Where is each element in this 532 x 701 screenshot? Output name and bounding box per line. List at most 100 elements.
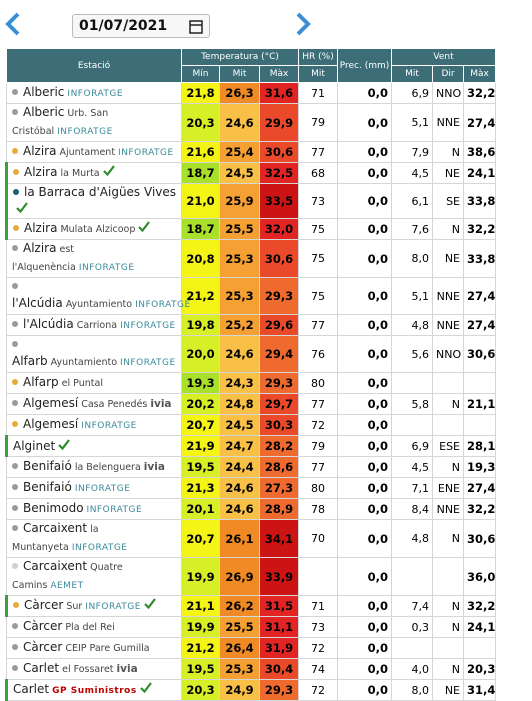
- station-row: Alberic Urb. San Cristóbal INFORATGE 20,3 24…: [6, 103, 497, 142]
- station-place: Pla del Rei: [65, 622, 115, 633]
- value-cell: 29,3: [258, 372, 300, 394]
- value-cell: 27,4: [463, 277, 497, 315]
- station-name: l'Alcúdia: [23, 316, 74, 331]
- value-cell: 32,0: [258, 218, 300, 240]
- value-cell: 0,0: [337, 595, 393, 617]
- calendar-icon[interactable]: [189, 19, 203, 34]
- value-cell: 8,0: [391, 239, 434, 278]
- provider-tag: INFORATGE: [135, 300, 191, 310]
- value-cell: 31,5: [258, 595, 300, 617]
- provider-tag: ivia: [150, 398, 172, 410]
- status-dot: [12, 88, 18, 95]
- station-row: Algemesí Casa Penedés ivia 20,2 24,8 29,7 77 0,…: [6, 393, 497, 415]
- value-cell: 31,9: [258, 637, 300, 659]
- page: 01/07/2021 Estació Temperatura (°C) HR (…: [4, 12, 497, 701]
- station-row: Alzira la Murta 18,7 24,5 32,5 68 0,0 4,5 NE 24,1: [5, 162, 497, 184]
- value-cell: 24,6: [219, 477, 260, 499]
- value-cell: 79: [298, 435, 339, 457]
- value-cell: ESE: [432, 435, 465, 457]
- station-cell: Càrcer Sur INFORATGE: [5, 595, 182, 617]
- station-name: Alginet: [13, 438, 56, 453]
- value-cell: 70: [298, 519, 339, 558]
- value-cell: 29,4: [258, 335, 300, 373]
- status-dot: [12, 563, 18, 569]
- station-cell: l'Alcúdia Carriona INFORATGE: [6, 314, 182, 336]
- value-cell: 24,9: [219, 679, 260, 701]
- station-name: Carcaixent: [23, 521, 88, 535]
- header-cell: Temperatura (°C): [180, 48, 300, 66]
- station-row: Alfarp el Puntal 19,3 24,3 29,3 80 0,0: [6, 372, 497, 394]
- header-cell[interactable]: Estació: [6, 48, 182, 83]
- provider-tag: INFORATGE: [86, 504, 143, 515]
- value-cell: 31,4: [463, 679, 497, 701]
- station-row: Carcaixent Quatre Camins AEMET 19,9 26,9 33,9…: [6, 557, 497, 596]
- value-cell: N: [432, 393, 465, 415]
- value-cell: 18,7: [181, 218, 220, 240]
- value-cell: 20,2: [181, 393, 220, 415]
- header-cell[interactable]: Dir: [432, 65, 465, 83]
- value-cell: 77: [298, 456, 339, 478]
- header-cell[interactable]: Prec. (mm): [337, 48, 393, 83]
- station-place: est l'Alquenència: [12, 244, 76, 273]
- header-cell[interactable]: Mín: [181, 65, 220, 83]
- station-cell: Alzira Ajuntament INFORATGE: [6, 141, 182, 163]
- value-cell: 0,0: [337, 456, 393, 478]
- value-cell: 27,4: [463, 477, 497, 499]
- provider-tag: ivia: [116, 663, 138, 675]
- value-cell: 5,1: [391, 103, 434, 142]
- station-cell: Alberic Urb. San Cristóbal INFORATGE: [6, 103, 182, 142]
- value-cell: [463, 372, 497, 394]
- station-name: Càrcer: [24, 597, 64, 612]
- value-cell: 30,6: [258, 239, 300, 278]
- value-cell: 20,1: [181, 498, 220, 520]
- station-row: Carcaixent la Muntanyeta INFORATGE 20,7 26,1…: [6, 519, 497, 558]
- station-name: Alfarb: [12, 354, 48, 368]
- value-cell: 33,8: [463, 183, 497, 219]
- value-cell: 30,6: [463, 519, 497, 558]
- value-cell: 78: [298, 498, 339, 520]
- station-cell: l'Alcúdia Ayuntamiento INFORATGE: [6, 277, 190, 315]
- value-cell: 20,3: [463, 658, 497, 680]
- previous-day[interactable]: [4, 12, 22, 36]
- value-cell: 0,0: [337, 141, 393, 163]
- value-cell: 32,2: [463, 498, 497, 520]
- station-place: el Puntal: [61, 378, 103, 389]
- station-cell: Alzira est l'Alquenència INFORATGE: [6, 239, 182, 278]
- value-cell: 19,3: [181, 372, 220, 394]
- value-cell: 6,9: [391, 82, 434, 104]
- station-row: Benifaió INFORATGE 21,3 24,6 27,3 80 0,0 7,1 ENE…: [6, 477, 497, 499]
- station-place: Quatre Camins: [12, 562, 123, 591]
- station-cell: Càrcer CEIP Pare Gumilla: [6, 637, 182, 659]
- next-day[interactable]: [294, 12, 312, 36]
- header-cell[interactable]: Mit: [219, 65, 260, 83]
- header-cell[interactable]: Màx: [258, 65, 300, 83]
- value-cell: 0,0: [337, 239, 393, 278]
- verified-icon: [102, 165, 115, 179]
- value-cell: 72: [298, 637, 339, 659]
- station-cell: Algemesí INFORATGE: [6, 414, 182, 436]
- provider-tag: INFORATGE: [67, 88, 124, 99]
- value-cell: 33,9: [258, 557, 300, 596]
- header-cell[interactable]: Mit: [391, 65, 434, 83]
- provider-tag: AEMET: [50, 581, 84, 591]
- value-cell: 80: [298, 477, 339, 499]
- value-cell: N: [432, 519, 465, 558]
- date-text: 01/07/2021: [79, 18, 168, 34]
- value-cell: 27,4: [463, 103, 497, 142]
- value-cell: 73: [298, 616, 339, 638]
- header-cell[interactable]: Màx: [463, 65, 497, 83]
- verified-icon: [58, 438, 71, 453]
- header-cell[interactable]: Mit: [298, 65, 339, 83]
- value-cell: 0,0: [337, 162, 393, 184]
- value-cell: NNE: [432, 277, 465, 315]
- status-dot: [12, 463, 18, 469]
- station-place: la Murta: [60, 168, 100, 179]
- value-cell: 0,0: [337, 557, 393, 596]
- value-cell: 4,8: [391, 314, 434, 336]
- station-place: Mulata Alzicoop: [60, 224, 136, 235]
- value-cell: 20,8: [181, 239, 220, 278]
- value-cell: 72: [298, 414, 339, 436]
- value-cell: 0,0: [337, 335, 393, 373]
- station-name: Benifaió: [23, 479, 72, 494]
- date-input[interactable]: 01/07/2021: [72, 14, 210, 38]
